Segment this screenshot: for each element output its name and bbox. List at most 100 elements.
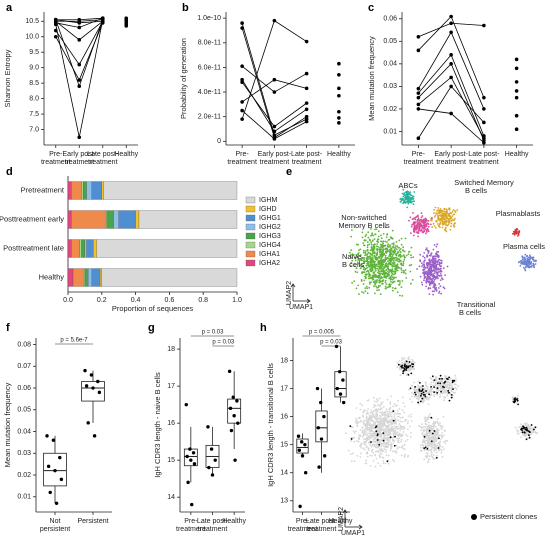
cell-point bbox=[434, 421, 437, 423]
cell-point bbox=[412, 195, 414, 198]
cell-point bbox=[432, 269, 435, 272]
cell-point bbox=[389, 418, 392, 421]
cell-point bbox=[353, 436, 355, 439]
cell-point bbox=[436, 253, 439, 256]
x-tick-label: treatment bbox=[292, 159, 322, 166]
cell-point bbox=[432, 259, 434, 262]
cell-point bbox=[437, 287, 440, 289]
cell-point bbox=[434, 425, 437, 428]
cell-point bbox=[368, 423, 370, 426]
cell-point bbox=[440, 434, 443, 437]
cell-point bbox=[392, 273, 395, 276]
cell-point bbox=[362, 268, 365, 271]
cell-point bbox=[400, 267, 403, 269]
y-tick-label: 0.02 bbox=[17, 472, 31, 479]
legend-label: IGHD bbox=[259, 206, 277, 213]
sample-point bbox=[210, 473, 215, 477]
cell-point bbox=[429, 273, 431, 276]
persistent-clone bbox=[376, 439, 379, 441]
cell-point bbox=[445, 439, 447, 442]
cell-point bbox=[382, 254, 384, 257]
cell-point bbox=[392, 450, 394, 453]
cell-point bbox=[427, 437, 430, 439]
cell-point bbox=[358, 258, 360, 260]
cell-point bbox=[380, 430, 382, 432]
cell-point bbox=[378, 440, 380, 443]
sample-point bbox=[209, 447, 214, 451]
cell-point bbox=[400, 440, 402, 443]
cell-point bbox=[423, 279, 425, 282]
cell-point bbox=[530, 432, 533, 435]
patient-point bbox=[77, 38, 82, 42]
sample-point bbox=[206, 425, 210, 429]
y-tick-label: 0.06 bbox=[383, 16, 397, 23]
sample-point bbox=[300, 440, 304, 444]
cell-point bbox=[423, 458, 425, 461]
cell-point bbox=[457, 385, 460, 387]
cell-point bbox=[366, 241, 369, 244]
persistent-clone bbox=[525, 438, 528, 441]
cell-point bbox=[392, 422, 395, 425]
persistent-clone bbox=[525, 426, 528, 429]
persistent-clone bbox=[452, 388, 454, 390]
cell-point bbox=[392, 253, 394, 256]
cell-point bbox=[396, 437, 398, 440]
cell-point bbox=[428, 261, 430, 264]
cell-point bbox=[379, 272, 382, 275]
cell-point bbox=[422, 271, 425, 274]
cell-point bbox=[365, 431, 368, 433]
cell-point bbox=[405, 433, 407, 436]
cell-point bbox=[403, 357, 406, 359]
cell-point bbox=[368, 265, 371, 268]
cell-point bbox=[370, 265, 373, 268]
box bbox=[296, 438, 309, 454]
cell-point bbox=[443, 448, 445, 450]
cell-point bbox=[365, 264, 368, 267]
cell-point bbox=[446, 440, 449, 442]
bar-segment bbox=[67, 239, 72, 258]
cell-point bbox=[349, 264, 352, 267]
cell-point bbox=[360, 446, 362, 449]
legend-swatch bbox=[245, 232, 256, 240]
cell-point bbox=[369, 269, 372, 272]
cell-point bbox=[441, 446, 444, 448]
cell-point bbox=[398, 249, 401, 252]
cell-point bbox=[518, 426, 520, 429]
cell-point bbox=[374, 292, 376, 295]
cell-point bbox=[520, 431, 522, 434]
cell-point bbox=[513, 234, 516, 236]
cell-point bbox=[404, 269, 407, 271]
legend-swatch bbox=[245, 205, 256, 213]
cell-point bbox=[361, 291, 363, 293]
cluster-label: B cells bbox=[459, 308, 481, 317]
cell-point bbox=[426, 434, 429, 437]
cell-point bbox=[437, 219, 440, 221]
cell-point bbox=[440, 209, 442, 212]
cell-point bbox=[383, 252, 385, 255]
cell-point bbox=[362, 283, 365, 285]
persistent-clone bbox=[442, 385, 444, 388]
cell-point bbox=[370, 415, 373, 418]
cell-point bbox=[400, 271, 403, 274]
cell-point bbox=[377, 445, 380, 448]
cell-point bbox=[366, 287, 369, 290]
cell-point bbox=[371, 443, 374, 446]
cell-point bbox=[372, 265, 374, 268]
y-tick-label: 8.0e-11 bbox=[198, 40, 221, 47]
cell-point bbox=[365, 428, 368, 430]
cell-point bbox=[430, 278, 433, 281]
persistent-clone bbox=[428, 393, 430, 396]
cell-point bbox=[426, 428, 429, 431]
cell-point bbox=[389, 440, 391, 443]
cell-point bbox=[412, 218, 415, 220]
cell-point bbox=[442, 286, 445, 289]
cell-point bbox=[382, 242, 384, 245]
persistent-clone bbox=[433, 391, 436, 393]
cell-point bbox=[426, 454, 429, 456]
cell-point bbox=[375, 228, 378, 231]
cell-point bbox=[411, 385, 414, 387]
cell-point bbox=[384, 414, 387, 416]
cell-point bbox=[356, 271, 359, 274]
patient-point bbox=[77, 25, 82, 30]
patient-point bbox=[240, 77, 244, 82]
